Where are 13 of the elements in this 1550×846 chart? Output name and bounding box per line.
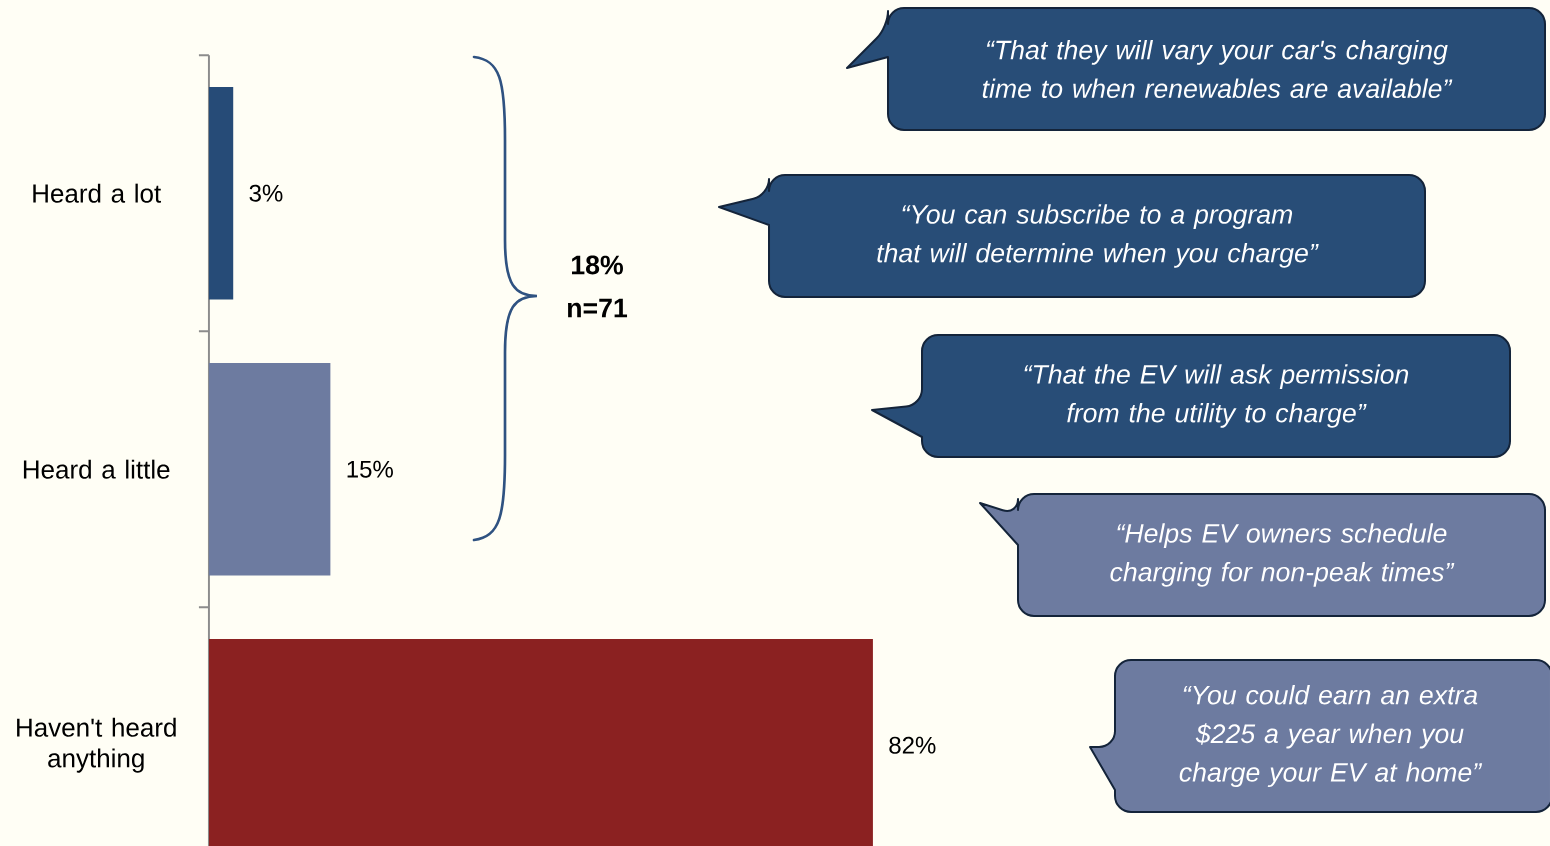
- annotation: n=71: [568, 298, 628, 318]
- y-tick-label: Heard a lot: [33, 183, 161, 203]
- data-label: 3%: [249, 184, 283, 202]
- text: “You can subscribe to a program that will determine when you charge”: [877, 204, 1319, 268]
- text: “Helps EV owners schedule charging for non-peak times”: [1110, 523, 1455, 587]
- data-label: 15%: [347, 460, 393, 478]
- data-label: 82%: [889, 736, 936, 754]
- y-tick-label: Heard a little: [23, 459, 170, 479]
- text: “That they will vary your car's charging time to when renewables are available”: [982, 39, 1453, 99]
- y-tick-label: Haven't heard anything: [17, 717, 176, 773]
- annotation: 18%: [572, 255, 623, 275]
- text: “You could earn an extra $225 a year when you charge your EV at home”: [1179, 684, 1483, 788]
- text: “That the EV will ask permission from the utility to charge”: [1024, 364, 1409, 428]
